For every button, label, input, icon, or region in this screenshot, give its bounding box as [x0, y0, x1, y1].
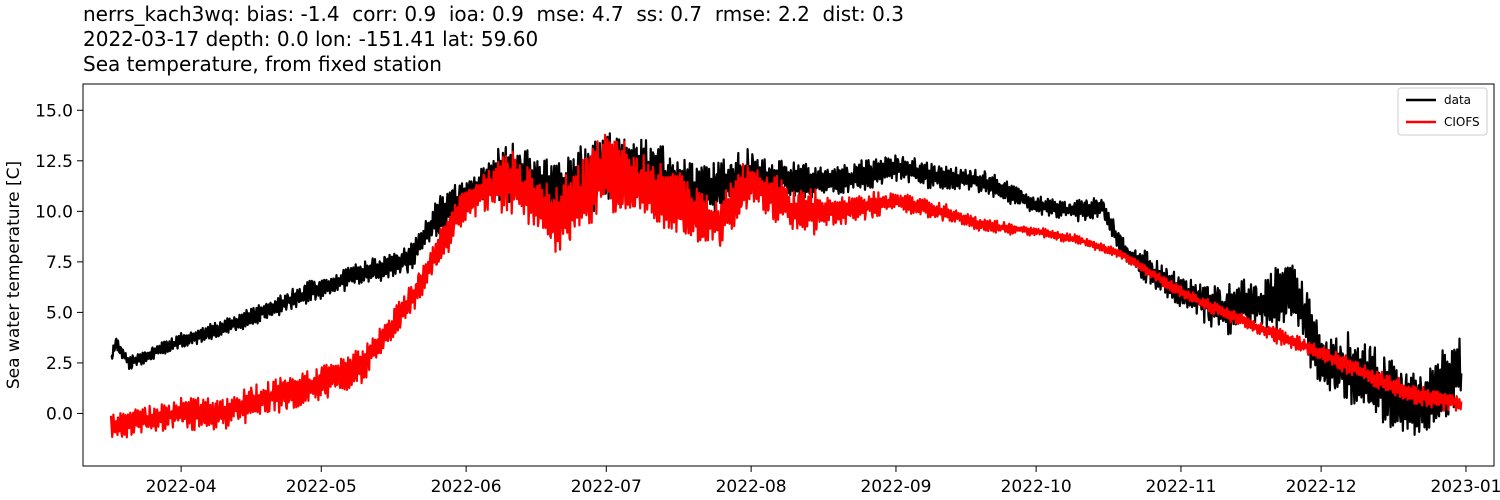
y-tick-label: 5.0: [46, 303, 73, 323]
x-tick-label: 2022-11: [1145, 477, 1216, 497]
title-location-line: 2022-03-17 depth: 0.0 lon: -151.41 lat: …: [83, 27, 539, 51]
series-line-data: [110, 132, 1463, 436]
series-layer: [109, 132, 1463, 439]
x-tick-label: 2022-04: [146, 477, 217, 497]
y-axis-label: Sea water temperature [C]: [4, 161, 24, 389]
x-tick-label: 2022-07: [571, 477, 642, 497]
series-line-ciofs: [109, 133, 1463, 439]
y-tick-label: 12.5: [35, 152, 73, 172]
y-tick-label: 0.0: [46, 404, 73, 424]
legend: data CIOFS: [1397, 87, 1488, 136]
y-tick-label: 15.0: [35, 101, 73, 121]
x-tick-label: 2022-06: [431, 477, 502, 497]
title-description-line: Sea temperature, from fixed station: [83, 52, 442, 76]
x-tick-label: 2022-09: [860, 477, 931, 497]
y-tick-label: 2.5: [46, 354, 73, 374]
x-tick-label: 2022-05: [286, 477, 357, 497]
x-tick-label: 2022-12: [1286, 477, 1357, 497]
y-tick-label: 7.5: [46, 253, 73, 273]
chart-title: nerrs_kach3wq: bias: -1.4 corr: 0.9 ioa:…: [83, 2, 904, 77]
x-tick-label: 2023-01: [1430, 477, 1500, 497]
x-tick-label: 2022-08: [716, 477, 787, 497]
y-tick-label: 10.0: [35, 202, 73, 222]
x-tick-label: 2022-10: [1001, 477, 1072, 497]
legend-label-data: data: [1444, 93, 1471, 107]
axis-layer: 0.0 2.5 5.0 7.5 10.0 12.5 15.0 2022-04 2022-05 20…: [35, 101, 1500, 497]
plot-frame: [82, 83, 1495, 467]
title-stats-line: nerrs_kach3wq: bias: -1.4 corr: 0.9 ioa:…: [83, 2, 904, 26]
legend-label-ciofs: CIOFS: [1444, 115, 1480, 129]
